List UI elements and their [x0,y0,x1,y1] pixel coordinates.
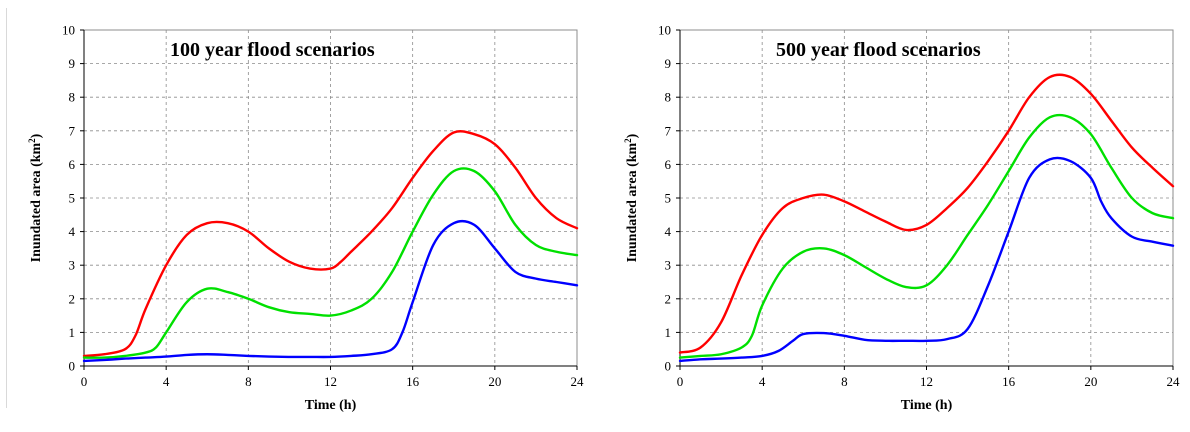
x-tick-label: 20 [1084,374,1097,389]
x-tick-label: 12 [920,374,933,389]
y-tick-label: 2 [69,291,76,306]
y-axis-label: Inundated area (km2) [27,133,44,262]
y-tick-label: 8 [69,90,76,105]
y-tick-label: 10 [658,23,671,38]
x-tick-label: 24 [571,374,585,389]
x-tick-label: 16 [1002,374,1016,389]
y-axis-label-tail: ) [29,133,44,138]
chart-title: 500 year flood scenarios [776,39,981,61]
x-tick-label: 4 [163,374,170,389]
y-tick-label: 8 [665,90,672,105]
x-tick-label: 8 [841,374,848,389]
y-tick-label: 1 [665,325,672,340]
x-tick-label: 20 [488,374,501,389]
y-tick-label: 3 [665,258,672,273]
y-tick-label: 6 [665,157,672,172]
y-tick-label: 10 [62,23,75,38]
y-axis-label-text: Inundated area (km [625,142,640,262]
y-tick-label: 9 [665,56,672,71]
y-tick-label: 5 [69,191,76,206]
x-tick-label: 12 [324,374,337,389]
y-tick-label: 0 [69,359,76,374]
y-axis-label-tail: ) [625,133,640,138]
y-tick-label: 9 [69,56,76,71]
x-axis-label: Time (h) [901,398,953,413]
y-tick-label: 6 [69,157,76,172]
y-tick-label: 4 [69,224,76,239]
y-tick-label: 4 [665,224,672,239]
y-tick-label: 0 [665,359,672,374]
y-axis-label: Inundated area (km2) [623,133,640,262]
y-tick-label: 1 [69,325,76,340]
x-tick-label: 0 [81,374,88,389]
y-tick-label: 2 [665,291,672,306]
x-axis-label: Time (h) [305,398,357,413]
x-tick-label: 4 [759,374,766,389]
y-tick-label: 5 [665,191,672,206]
y-tick-label: 3 [69,258,76,273]
y-tick-label: 7 [69,123,76,138]
y-axis-label-text: Inundated area (km [29,142,44,262]
x-tick-label: 0 [677,374,684,389]
x-tick-label: 24 [1167,374,1181,389]
x-tick-label: 8 [245,374,252,389]
chart-title: 100 year flood scenarios [170,39,375,61]
y-tick-label: 7 [665,123,672,138]
series-line-1 [84,168,577,357]
x-tick-label: 16 [406,374,420,389]
